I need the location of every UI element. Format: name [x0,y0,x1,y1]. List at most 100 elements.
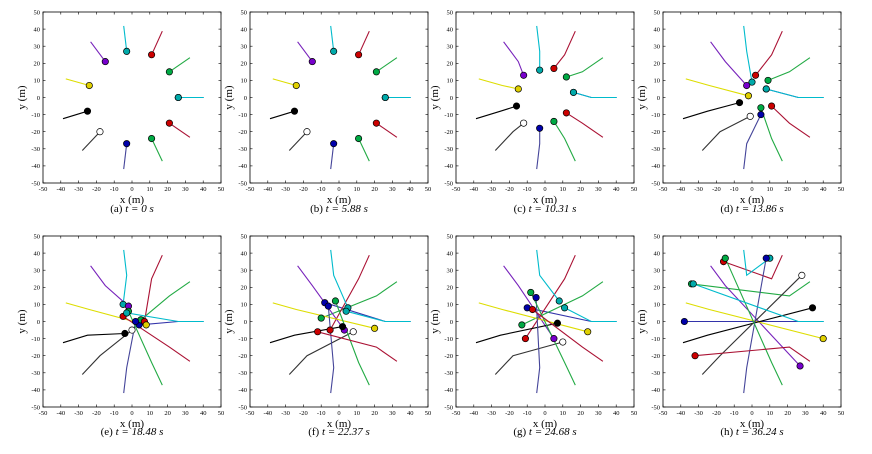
x-tick-label: -40 [676,410,685,417]
x-tick-label: -20 [505,410,514,417]
trajectory-line [536,25,541,71]
trajectory-line [151,30,163,56]
trajectory-line [297,41,313,62]
x-tick-label: 40 [407,186,414,193]
panel-caption: (f) t = 22.37 s [244,426,434,438]
x-tick-label: 20 [577,410,584,417]
x-tick-label: 10 [354,186,361,193]
y-tick-label: 50 [654,9,661,16]
x-tick-label: -40 [56,186,65,193]
trajectory-line [710,41,748,86]
y-tick-label: -10 [444,112,453,119]
trajectory-line [536,249,560,302]
agent-point [148,134,156,143]
x-tick-label: 40 [200,410,207,417]
x-tick-label: 10 [147,186,154,193]
panel-caption: (e) t = 18.48 s [37,426,227,438]
x-tick-label: 30 [802,410,809,417]
trajectory-line [685,302,824,340]
trajectory-line [530,292,576,386]
agent-point [743,81,751,90]
y-tick-label: -40 [651,163,660,170]
y-tick-label: -20 [238,129,247,136]
agent-point [562,109,570,117]
panel-label: (a) [110,203,126,215]
agent-point [748,78,756,86]
x-tick-label: 0 [337,410,340,417]
trajectory-line [743,25,753,83]
agent-point [757,111,765,119]
trajectory-line [503,265,555,339]
panel-c: -50 -40 -30 -20 -10 0 10 20 30 40 50 50 40 30 20 10 0 -10… [429,9,637,206]
trajectory-line [334,300,370,386]
y-tick-label: -40 [444,387,453,394]
trajectory-line [743,114,762,170]
y-tick-label: 50 [241,233,248,240]
agent-point [303,128,311,136]
agent-point [330,47,338,55]
x-tick-label: -20 [505,186,514,193]
y-tick-label: 30 [654,44,661,51]
y-tick-label: 50 [34,9,41,16]
trajectory-line [503,41,525,76]
x-tick-label: 10 [767,410,774,417]
agent-point [796,362,804,370]
x-tick-label: -50 [659,410,668,417]
trajectory-line [127,310,163,386]
panel-a: -50 -40 -30 -20 -10 0 10 20 30 40 50 50 40 30 20 10 0 -10… [16,9,224,206]
y-tick-label: -20 [238,353,247,360]
x-tick-label: -10 [317,410,326,417]
y-tick-label: -20 [444,129,453,136]
y-tick-label: 20 [654,61,661,68]
y-tick-label: 20 [34,61,41,68]
agent-point [123,140,131,148]
agent-point [520,71,528,79]
x-tick-label: 20 [371,410,378,417]
trajectory-line [475,105,517,120]
panel-label: (b) [310,203,326,215]
y-tick-label: 20 [447,285,454,292]
x-tick-label: 50 [631,186,638,193]
x-tick-label: 10 [767,186,774,193]
agent-point [757,104,765,112]
x-tick-label: 20 [164,410,171,417]
y-tick-label: 30 [241,44,248,51]
y-tick-label: 0 [244,319,247,326]
trajectory-line [573,91,617,99]
trajectory-line [771,105,811,138]
agent-point [96,128,104,136]
x-tick-label: -20 [92,186,101,193]
x-tick-label: -50 [246,186,255,193]
x-tick-label: 10 [560,410,567,417]
y-tick-label: 50 [654,233,661,240]
x-tick-label: -20 [712,410,721,417]
agent-point [330,140,338,148]
time-label: t = 5.88 s [325,203,368,215]
agent-point [512,102,521,110]
trajectory-line [743,258,767,394]
trajectory-line [81,329,133,375]
agent-point [123,309,131,317]
y-tick-label: -30 [31,370,40,377]
trajectory-line [755,30,783,76]
x-tick-label: 30 [802,186,809,193]
y-tick-label: 20 [241,61,248,68]
agent-point [689,280,697,288]
trajectory-line [532,309,604,362]
agent-point [555,297,563,305]
agent-point [83,107,92,115]
x-tick-label: -30 [694,410,703,417]
trajectory-line [766,88,824,99]
trajectory-line [327,306,335,394]
agent-point [550,335,558,343]
agent-point [559,338,567,346]
x-tick-label: -50 [452,410,461,417]
y-tick-label: -20 [651,129,660,136]
y-tick-label: 10 [241,302,248,309]
agent-point [819,335,827,343]
x-axis-label: x (m) [327,194,351,206]
panel-label: (e) [100,426,116,438]
agent-point [317,314,325,322]
y-tick-label: 40 [241,250,248,257]
